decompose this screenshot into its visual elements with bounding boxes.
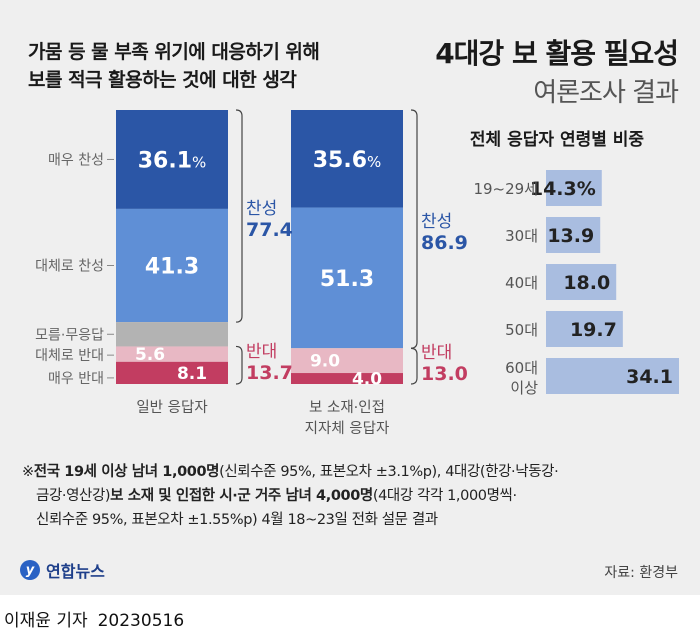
age-bar-value: 19.7: [570, 319, 617, 341]
bar-value-label: 4.0: [352, 370, 382, 390]
bar-value-label: 5.6: [135, 345, 165, 365]
group-label: 반대: [246, 342, 277, 362]
yonhap-logo: y 연합뉴스: [20, 558, 105, 582]
bar-value-label: 51.3: [320, 267, 374, 292]
stacked-bar-segment: [116, 346, 228, 362]
stacked-bar-segment: [291, 207, 403, 349]
age-category-label: 40대: [505, 274, 538, 292]
bar-value-label: 36.1%: [138, 148, 207, 173]
byline-date: 20230516: [97, 611, 185, 631]
group-bracket: [235, 109, 243, 323]
footnote-line: 신뢰수준 95%, 표본오차 ±1.55%p) 4월 18~23일 전화 설문 …: [36, 508, 686, 532]
stacked-bar-segment: [116, 322, 228, 347]
age-category-label: 50대: [505, 321, 538, 339]
bar-value-label: 35.6%: [313, 148, 382, 173]
subtitle-line-2: 보를 적극 활용하는 것에 대한 생각: [28, 69, 297, 91]
group-label: 찬성: [421, 212, 452, 232]
age-bar: [546, 217, 601, 253]
series-label: 매우 반대: [48, 371, 104, 387]
age-bar: [546, 311, 623, 347]
byline: 이재윤 기자 20230516: [4, 606, 184, 631]
age-bar-value: 18.0: [563, 272, 610, 294]
category-label: 보 소재·인접: [309, 399, 385, 416]
group-label: 찬성: [246, 199, 277, 219]
bar-value-label: 8.1: [177, 364, 207, 384]
footnote-line: 금강·영산강)보 소재 및 인접한 시·군 거주 남녀 4,000명(4대강 각…: [36, 484, 686, 508]
age-category-label: 이상: [510, 379, 538, 397]
footnote-bold-text: 전국 19세 이상 남녀 1,000명: [33, 464, 220, 480]
stacked-bar-segment: [291, 348, 403, 374]
group-total: 13.7: [246, 362, 293, 384]
survey-footnote: ※전국 19세 이상 남녀 1,000명(신뢰수준 95%, 표본오차 ±3.1…: [22, 460, 686, 532]
group-total: 86.9: [421, 232, 468, 254]
age-bar: [546, 358, 679, 394]
group-bracket: [235, 345, 243, 385]
yonhap-logo-text: 연합뉴스: [46, 562, 105, 581]
chart-title-sub: 여론조사 결과: [533, 78, 679, 108]
stacked-bar-segment: [291, 110, 403, 208]
age-category-label: 19~29세: [473, 180, 538, 198]
chart-title: 4대강 보 활용 필요성: [435, 37, 679, 70]
age-category-label: 60대: [505, 359, 538, 377]
infographic-background: 가뭄 등 물 부족 위기에 대응하기 위해 보를 적극 활용하는 것에 대한 생…: [0, 0, 700, 595]
source-label: 자료: 환경부: [604, 565, 678, 581]
footnote-bold-text: 보 소재 및 인접한 시·군 거주 남녀 4,000명: [110, 488, 373, 504]
footnote-mark: ※: [22, 464, 34, 480]
byline-author: 이재윤 기자: [4, 611, 88, 631]
chart-subtitle: 가뭄 등 물 부족 위기에 대응하기 위해 보를 적극 활용하는 것에 대한 생…: [28, 38, 320, 94]
age-bar-value: 14.3%: [530, 178, 596, 200]
group-label: 반대: [421, 343, 452, 363]
group-total: 13.0: [421, 363, 468, 385]
group-bracket: [410, 347, 418, 385]
age-bar: [546, 264, 617, 300]
yonhap-logo-icon: y: [20, 560, 40, 580]
footnote-text: 금강·영산강): [36, 488, 111, 504]
footnote-text: 신뢰수준 95%, 표본오차 ±1.55%p) 4월 18~23일 전화 설문 …: [36, 512, 438, 528]
age-bar-value: 34.1: [626, 366, 673, 388]
bar-value-label: 41.3: [145, 254, 199, 279]
series-label: 모름·무응답: [35, 327, 104, 343]
series-label: 대체로 찬성: [35, 258, 104, 274]
stacked-bar-segment: [291, 373, 403, 384]
footnote-text: (신뢰수준 95%, 표본오차 ±3.1%p), 4대강(한강·낙동강·: [219, 464, 559, 480]
stacked-bar-segment: [116, 208, 228, 323]
bar-value-label: 9.0: [310, 352, 340, 372]
age-bar: [546, 170, 602, 206]
subtitle-line-1: 가뭄 등 물 부족 위기에 대응하기 위해: [28, 41, 320, 63]
footnote-line: ※전국 19세 이상 남녀 1,000명(신뢰수준 95%, 표본오차 ±3.1…: [22, 460, 686, 484]
stacked-bar-segment: [116, 110, 228, 209]
category-label: 지자체 응답자: [305, 420, 390, 437]
stacked-bar-segment: [116, 361, 228, 384]
footnote-text: (4대강 각각 1,000명씩·: [372, 488, 517, 504]
age-chart-title: 전체 응답자 연령별 비중: [470, 129, 645, 150]
category-label: 일반 응답자: [136, 399, 207, 416]
group-bracket: [410, 109, 418, 349]
group-total: 77.4: [246, 219, 293, 241]
series-label: 매우 찬성: [48, 152, 104, 168]
age-bar-value: 13.9: [547, 225, 594, 247]
age-category-label: 30대: [505, 227, 538, 245]
series-label: 대체로 반대: [35, 348, 104, 364]
